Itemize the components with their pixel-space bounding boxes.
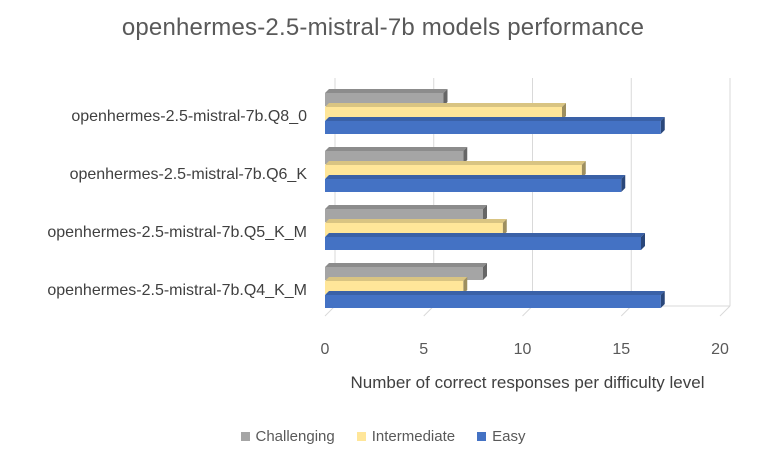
y-category-label: openhermes-2.5-mistral-7b.Q8_0 [71,108,307,125]
x-tick-label: 5 [419,341,428,358]
bar-easy [325,179,622,192]
bar-challenging [325,151,464,164]
legend-swatch [477,432,487,441]
gridline-floor [719,305,731,317]
legend: Challenging Intermediate Easy [0,428,766,445]
bar-top [325,89,448,93]
legend-item: Easy [477,428,525,445]
chart-title: openhermes-2.5-mistral-7b models perform… [121,14,645,41]
legend-item: Challenging [240,428,335,445]
x-tick-label: 20 [711,341,729,358]
bar-challenging [325,209,483,222]
x-tick-label: 15 [612,341,630,358]
bar-top [325,175,626,179]
x-tick-label: 10 [514,341,532,358]
bar-intermediate [325,165,582,178]
bar-top [325,263,487,267]
bar-top [325,147,468,151]
bar-side [562,103,566,120]
bar-side [502,219,507,236]
y-category-label: openhermes-2.5-mistral-7b.Q4_K_M [47,282,307,299]
bar-top [325,277,468,281]
bar-side [443,89,448,106]
bar-side [660,117,665,134]
bar-top [325,219,507,223]
legend-label: Challenging [255,428,335,445]
bar-intermediate [325,281,464,294]
bar-easy [325,295,661,308]
bar-easy [325,121,661,134]
bar-side [483,263,487,280]
bar-side [581,161,586,178]
bar-top [325,205,487,209]
bar-top [325,233,645,237]
bar-top [325,103,566,107]
y-category-label: openhermes-2.5-mistral-7b.Q6_K [70,166,308,183]
legend-swatch [240,432,250,441]
bar-side [463,277,468,294]
bar-challenging [325,93,444,106]
bar-side [463,147,468,164]
bar-challenging [325,267,483,280]
bar-side [621,175,626,192]
legend-label: Intermediate [371,428,456,445]
bar-intermediate [325,223,503,236]
bar-top [325,161,586,165]
bar-easy [325,237,641,250]
bar-side [641,233,645,250]
y-category-label: openhermes-2.5-mistral-7b.Q5_K_M [47,224,307,241]
bar-top [325,291,665,295]
legend-label: Easy [492,428,526,445]
x-axis-title: Number of correct responses per difficul… [350,373,704,392]
legend-item: Intermediate [356,428,456,445]
x-tick-label: 0 [321,341,330,358]
bar-intermediate [325,107,562,120]
legend-swatch [356,432,366,441]
bar-top [325,117,665,121]
bar-side [660,291,665,308]
bar-side [483,205,487,222]
